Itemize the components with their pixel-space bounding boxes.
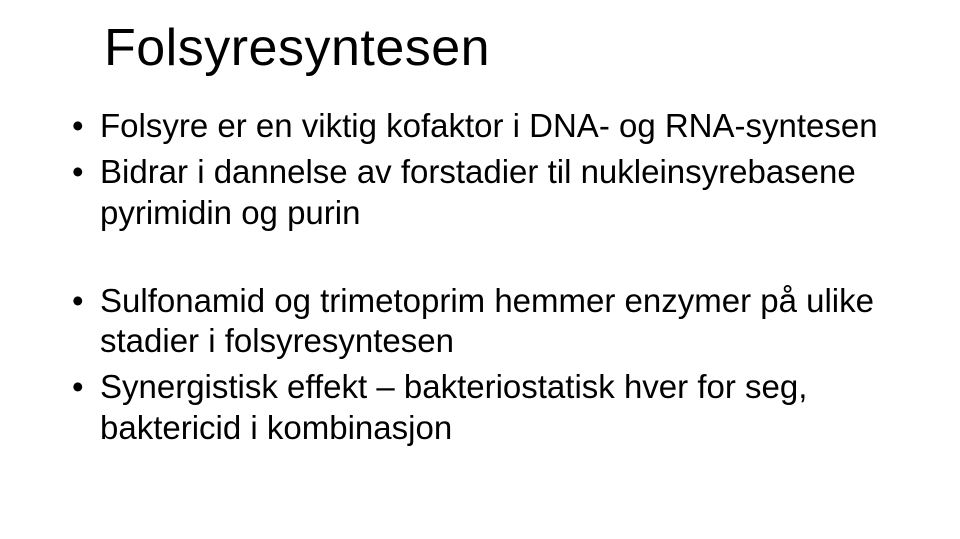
spacer: [72, 239, 920, 281]
list-item: Bidrar i dannelse av forstadier til nukl…: [72, 152, 920, 233]
slide-title: Folsyresyntesen: [104, 18, 920, 78]
list-item: Synergistisk effekt – bakteriostatisk hv…: [72, 367, 920, 448]
slide: Folsyresyntesen Folsyre er en viktig kof…: [0, 0, 960, 539]
bullet-list-2: Sulfonamid og trimetoprim hemmer enzymer…: [72, 281, 920, 448]
bullet-list-1: Folsyre er en viktig kofaktor i DNA- og …: [72, 106, 920, 233]
list-item: Sulfonamid og trimetoprim hemmer enzymer…: [72, 281, 920, 362]
list-item: Folsyre er en viktig kofaktor i DNA- og …: [72, 106, 920, 146]
